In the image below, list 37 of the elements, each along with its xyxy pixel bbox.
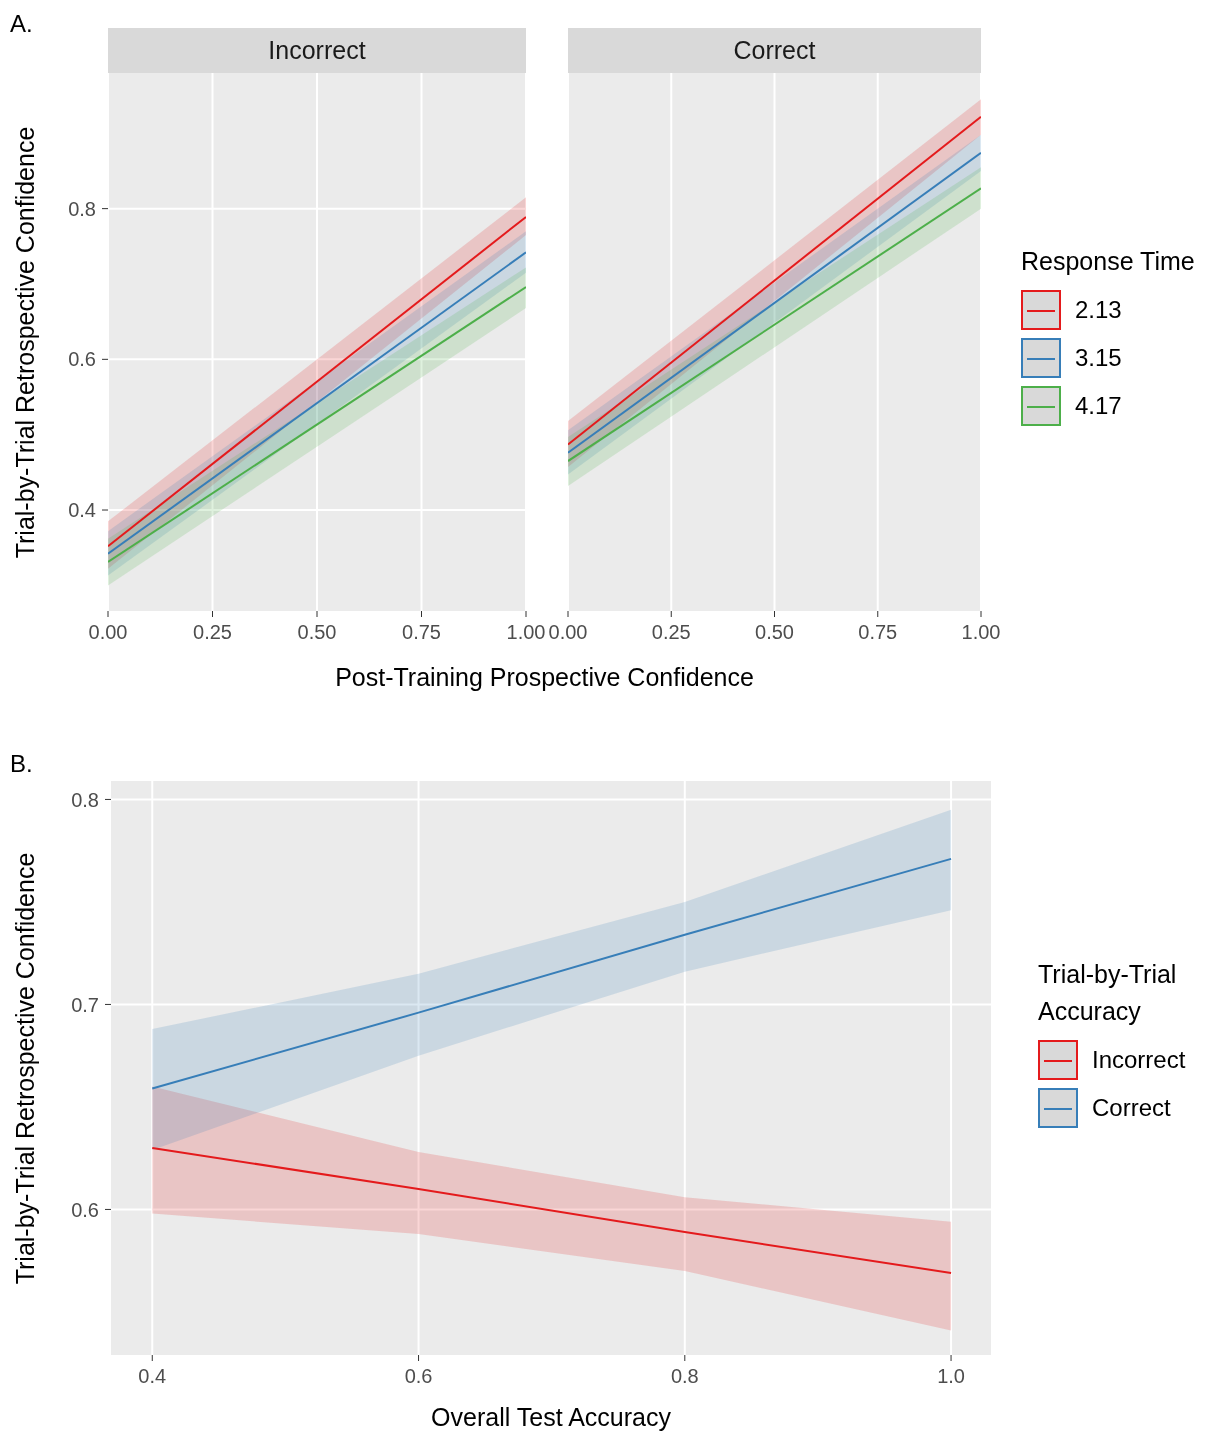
legend-label: 3.15 [1075,344,1122,372]
x-tick-label: 0.50 [755,621,794,644]
legend-label: Correct [1092,1094,1171,1122]
y-tick-label: 0.8 [68,197,96,220]
line-series [151,857,953,1090]
x-axis-title: Overall Test Accuracy [430,1403,672,1432]
legend-label: 2.13 [1075,296,1122,324]
x-tick-label: 0.75 [402,621,441,644]
y-tick-label: 0.4 [68,499,96,522]
x-tick-label: 0.50 [297,621,337,644]
y-tick-label: 0.6 [68,348,96,371]
x-tick-label: 1.00 [961,621,1001,644]
y-tick-label: 0.7 [71,993,99,1016]
x-axis-title: Post-Training Prospective Confidence [334,663,755,692]
legend-label: 4.17 [1075,392,1122,420]
x-tick-label: 0.8 [670,1365,699,1388]
x-tick-label: 1.00 [506,621,546,644]
chart-title: Incorrect [108,28,526,73]
legend-title: Response Time [1021,246,1196,277]
x-tick-label: 0.25 [651,621,691,644]
x-tick-label: 0.25 [193,621,232,644]
x-tick-label: 0.4 [138,1365,167,1388]
legend-title: Trial-by-Trial Accuracy [1038,959,1178,1027]
y-axis-title: Trial-by-Trial Retrospective Confidence [11,852,41,1284]
x-tick-label: 0.75 [858,621,898,644]
x-tick-label: 0.00 [548,621,588,644]
text: A. [10,10,33,38]
text: B. [10,750,33,778]
x-tick-label: 0.6 [404,1365,433,1388]
y-tick-label: 0.8 [71,788,99,811]
line-series [151,1146,953,1274]
x-tick-label: 0.00 [88,621,128,644]
y-axis-title: Trial-by-Trial Retrospective Confidence [11,126,41,558]
legend-label: Incorrect [1092,1046,1186,1074]
y-tick-label: 0.6 [71,1198,99,1221]
x-tick-label: 1.0 [937,1365,965,1388]
chart-title: Correct [568,28,981,73]
